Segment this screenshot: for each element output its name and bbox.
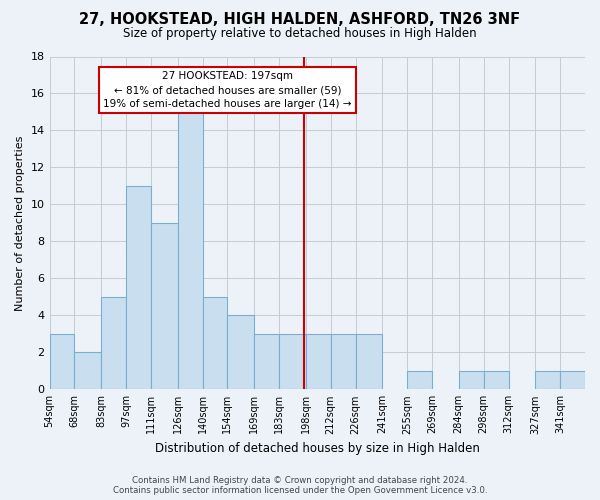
Text: 27 HOOKSTEAD: 197sqm
← 81% of detached houses are smaller (59)
19% of semi-detac: 27 HOOKSTEAD: 197sqm ← 81% of detached h…	[103, 72, 352, 110]
Bar	[279, 334, 306, 390]
Bar	[178, 112, 203, 390]
Bar	[458, 371, 484, 390]
Text: Contains HM Land Registry data © Crown copyright and database right 2024.
Contai: Contains HM Land Registry data © Crown c…	[113, 476, 487, 495]
Bar	[101, 297, 126, 390]
Bar	[74, 352, 101, 390]
Bar	[306, 334, 331, 390]
Bar	[254, 334, 279, 390]
Bar	[50, 334, 74, 390]
Bar	[126, 186, 151, 390]
Bar	[203, 297, 227, 390]
Bar	[407, 371, 432, 390]
Bar	[227, 316, 254, 390]
Bar	[151, 223, 178, 390]
Bar	[484, 371, 509, 390]
Bar	[560, 371, 585, 390]
Text: 27, HOOKSTEAD, HIGH HALDEN, ASHFORD, TN26 3NF: 27, HOOKSTEAD, HIGH HALDEN, ASHFORD, TN2…	[79, 12, 521, 28]
Bar	[331, 334, 356, 390]
Text: Size of property relative to detached houses in High Halden: Size of property relative to detached ho…	[123, 28, 477, 40]
Bar	[356, 334, 382, 390]
X-axis label: Distribution of detached houses by size in High Halden: Distribution of detached houses by size …	[155, 442, 480, 455]
Y-axis label: Number of detached properties: Number of detached properties	[15, 135, 25, 310]
Bar	[535, 371, 560, 390]
